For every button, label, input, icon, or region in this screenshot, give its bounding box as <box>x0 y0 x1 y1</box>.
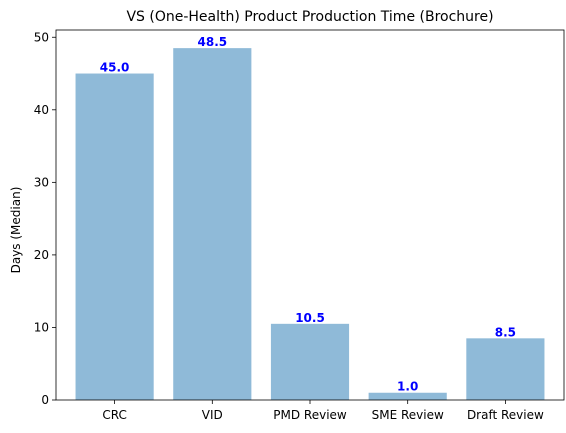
data-label: 10.5 <box>295 311 325 325</box>
bar-crc <box>75 73 154 400</box>
bar-sme-review <box>368 392 447 400</box>
x-tick-label: CRC <box>102 408 127 422</box>
x-tick-label: SME Review <box>372 408 444 422</box>
bar-draft-review <box>466 338 545 400</box>
y-tick-label: 50 <box>34 30 49 44</box>
data-label: 48.5 <box>198 35 228 49</box>
y-axis-ticks: 0 10 20 30 40 50 <box>34 30 56 407</box>
y-tick-label: 10 <box>34 320 49 334</box>
data-labels-group: 45.0 48.5 10.5 1.0 8.5 <box>100 35 516 394</box>
bars-group <box>75 48 545 400</box>
x-axis-ticks: CRC VID PMD Review SME Review Draft Review <box>102 400 544 422</box>
chart-title: VS (One-Health) Product Production Time … <box>126 9 493 25</box>
data-label: 45.0 <box>100 61 130 75</box>
data-label: 8.5 <box>495 325 516 339</box>
x-tick-label: Draft Review <box>467 408 544 422</box>
y-tick-label: 20 <box>34 248 49 262</box>
y-tick-label: 40 <box>34 103 49 117</box>
data-label: 1.0 <box>397 380 418 394</box>
y-axis-label: Days (Median) <box>9 187 23 274</box>
x-tick-label: PMD Review <box>273 408 347 422</box>
plot-frame <box>55 29 565 401</box>
bar-pmd-review <box>270 323 350 400</box>
y-tick-label: 0 <box>41 393 49 407</box>
bar-vid <box>173 48 252 400</box>
y-tick-label: 30 <box>34 175 49 189</box>
x-tick-label: VID <box>202 408 223 422</box>
